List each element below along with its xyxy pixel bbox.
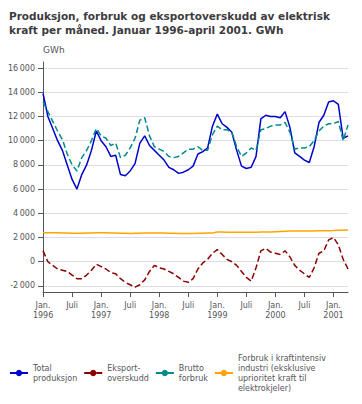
svg-text:-2 000: -2 000 (10, 281, 35, 290)
svg-text:Juli: Juli (297, 301, 310, 310)
svg-text:Jan.: Jan. (209, 301, 225, 310)
svg-text:10 000: 10 000 (8, 136, 35, 145)
svg-text:Total: Total (32, 364, 52, 373)
svg-text:elektrokjeler): elektrokjeler) (238, 384, 291, 393)
svg-text:4 000: 4 000 (13, 209, 35, 218)
svg-text:14 000: 14 000 (8, 88, 35, 97)
svg-text:Jan.: Jan. (151, 301, 167, 310)
svg-text:forbruk: forbruk (179, 374, 208, 383)
svg-text:16 000: 16 000 (8, 64, 35, 73)
svg-text:8 000: 8 000 (13, 160, 35, 169)
svg-text:Juli: Juli (239, 301, 252, 310)
svg-text:1997: 1997 (91, 311, 111, 320)
svg-text:1998: 1998 (149, 311, 169, 320)
svg-text:0: 0 (30, 257, 35, 266)
svg-text:1996: 1996 (33, 311, 53, 320)
svg-text:Juli: Juli (123, 301, 136, 310)
svg-text:uprioritet kraft til: uprioritet kraft til (238, 374, 307, 383)
svg-text:overskudd: overskudd (107, 374, 149, 383)
svg-text:1999: 1999 (207, 311, 227, 320)
svg-text:industri (eksklusive: industri (eksklusive (238, 364, 316, 373)
svg-text:Forbruk i kraftintensiv: Forbruk i kraftintensiv (238, 354, 326, 363)
svg-text:Eksport-: Eksport- (107, 364, 140, 373)
svg-text:Brutto: Brutto (179, 364, 204, 373)
svg-text:Jan.: Jan. (35, 301, 51, 310)
svg-text:12 000: 12 000 (8, 112, 35, 121)
svg-text:Produksjon, forbruk og eksport: Produksjon, forbruk og eksportoverskudd … (9, 10, 331, 22)
svg-text:6 000: 6 000 (13, 185, 35, 194)
svg-text:Juli: Juli (65, 301, 78, 310)
svg-text:Jan.: Jan. (93, 301, 109, 310)
svg-text:kraft per måned. Januar 1996-a: kraft per måned. Januar 1996-april 2001.… (9, 24, 283, 36)
svg-text:Jan.: Jan. (267, 301, 283, 310)
svg-text:2000: 2000 (265, 311, 285, 320)
svg-text:2 000: 2 000 (13, 233, 35, 242)
svg-text:produksjon: produksjon (33, 374, 77, 383)
svg-text:Jan.: Jan. (325, 301, 341, 310)
svg-text:2001: 2001 (323, 311, 343, 320)
svg-text:Juli: Juli (181, 301, 194, 310)
svg-text:GWh: GWh (43, 45, 65, 55)
